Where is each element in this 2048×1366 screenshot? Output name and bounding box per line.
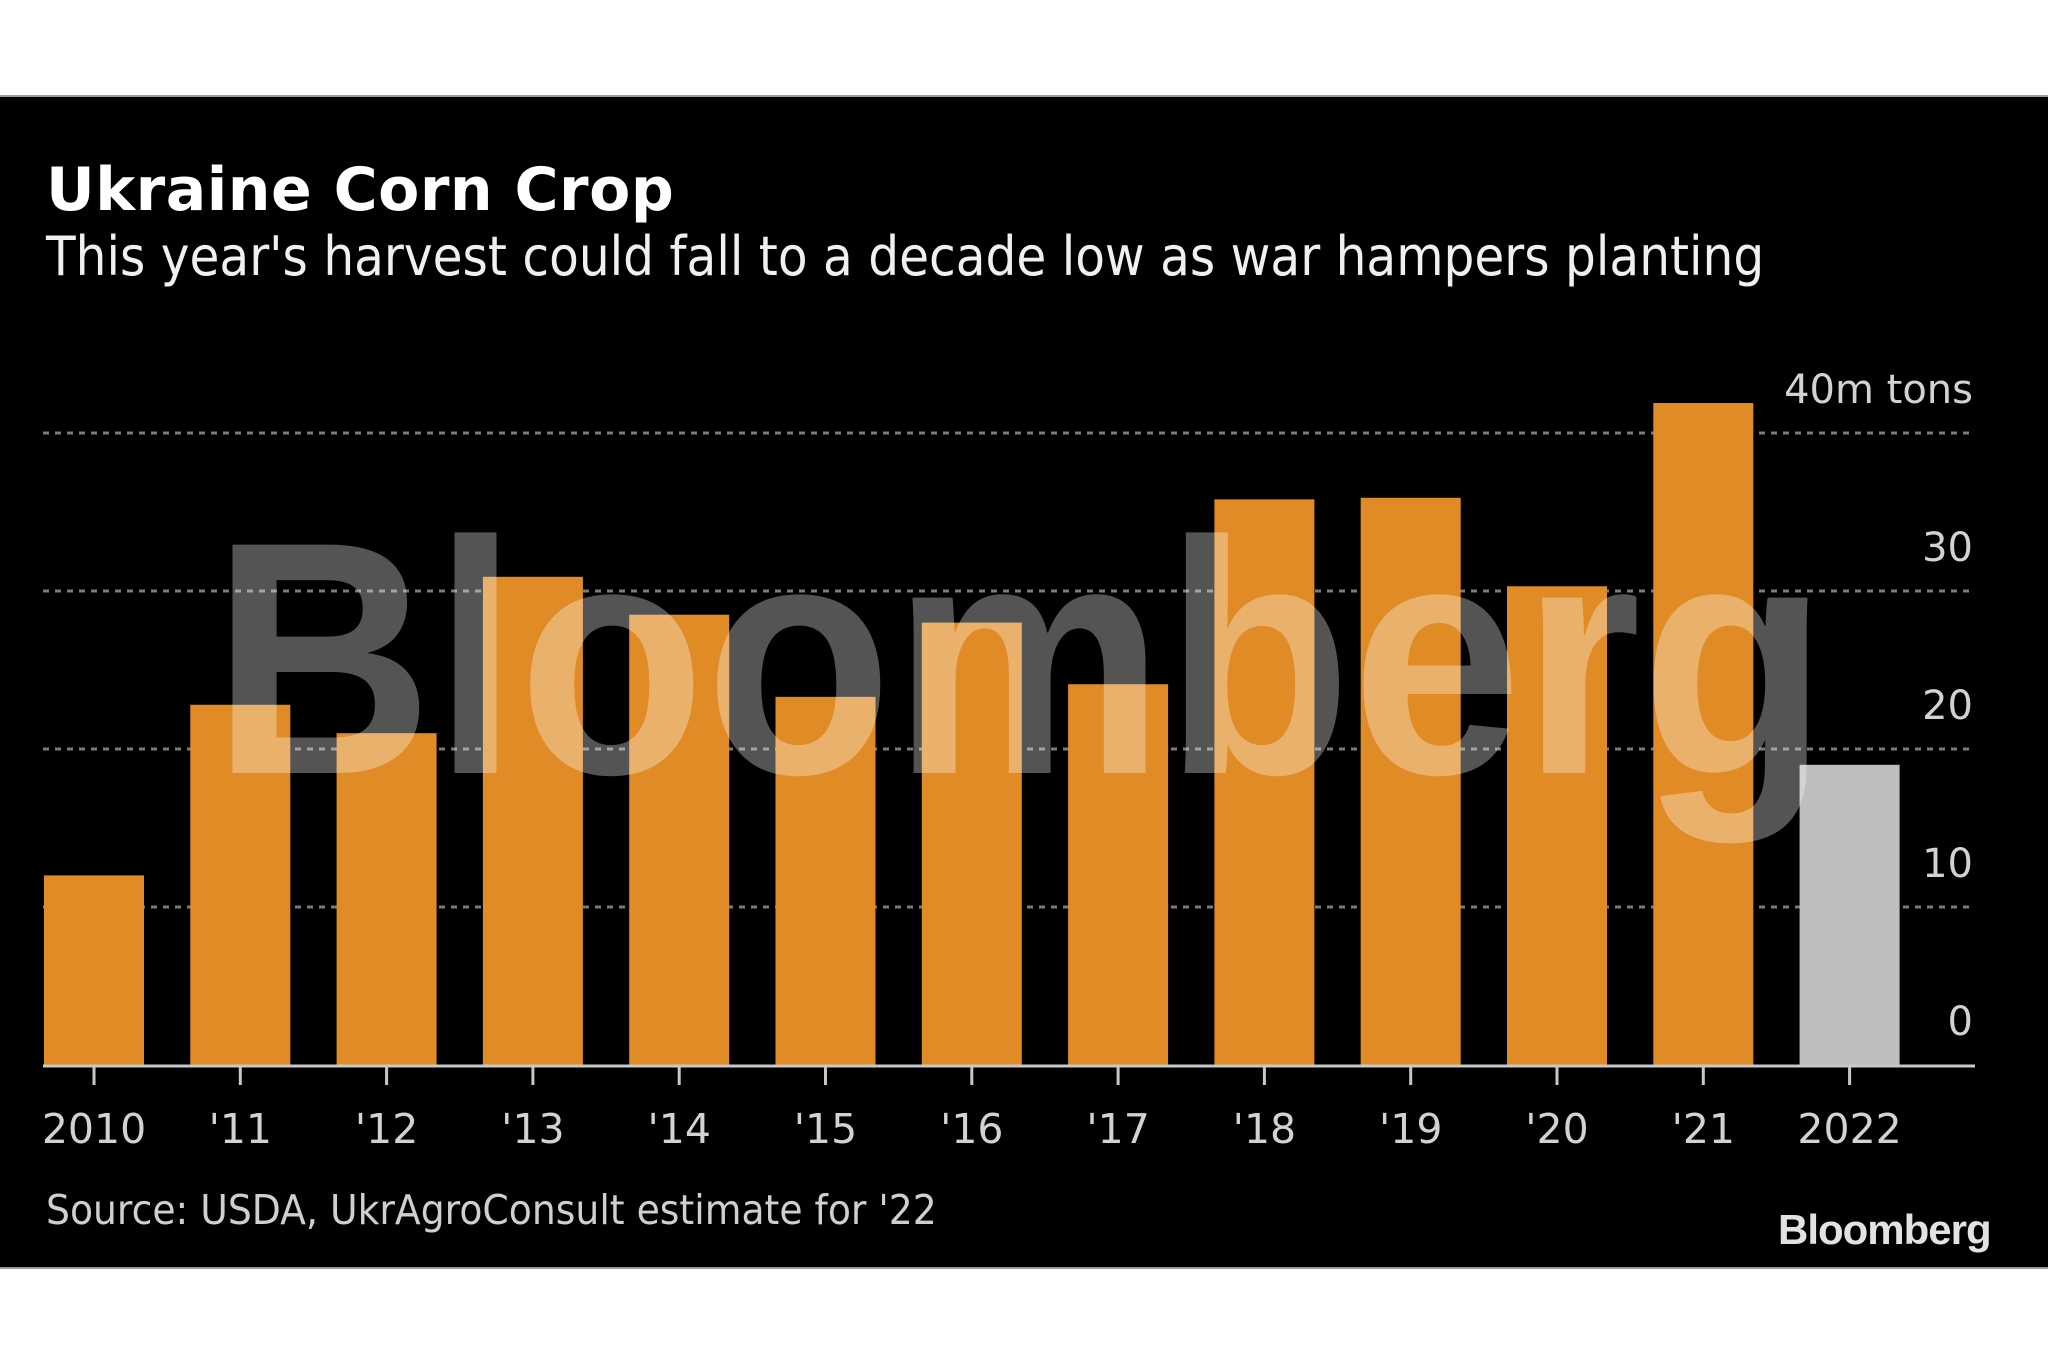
watermark: Bloomberg	[212, 473, 1828, 846]
y-tick-label: 10	[1922, 841, 1973, 887]
bar	[44, 875, 144, 1065]
x-tick-label: '16	[940, 1105, 1003, 1153]
bar	[190, 704, 291, 1065]
bar	[921, 622, 1022, 1065]
x-tick-label: '18	[1233, 1105, 1296, 1153]
bloomberg-watermark: Bloomberg	[212, 473, 1828, 846]
x-tick-label: 2010	[42, 1105, 146, 1153]
y-tick-label: 0	[1948, 999, 1973, 1045]
x-axis	[43, 1064, 1975, 1085]
x-tick-label: '19	[1379, 1105, 1442, 1153]
chart-title: Ukraine Corn Crop	[46, 155, 675, 225]
x-tick-label: '15	[794, 1105, 857, 1153]
bar	[1653, 402, 1754, 1066]
bar	[775, 696, 876, 1065]
x-axis-labels: 2010 '11 '12 '13 '14 '15 '16 '17 '18 '19 '20 '21 202…	[42, 1105, 1902, 1153]
chart-subtitle: This year's harvest could fall to a deca…	[46, 225, 1765, 288]
x-tick-label: '14	[647, 1105, 710, 1153]
y-tick-label: 30	[1922, 525, 1973, 571]
source-note: Source: USDA, UkrAgroConsult estimate fo…	[46, 1186, 937, 1234]
x-tick-label: 2022	[1797, 1105, 1901, 1153]
x-tick-label: '12	[355, 1105, 418, 1153]
x-tick-label: '17	[1086, 1105, 1149, 1153]
y-axis-labels: 0 10 20 30 40m tons	[1784, 367, 1973, 1045]
bloomberg-logo: Bloomberg	[1778, 1206, 1992, 1253]
y-tick-label: 40m tons	[1784, 367, 1973, 413]
bar	[1360, 497, 1461, 1065]
bar-estimate	[1799, 764, 1900, 1065]
x-tick-label: '21	[1672, 1105, 1735, 1153]
bars	[44, 402, 1900, 1066]
y-tick-label: 20	[1922, 683, 1973, 729]
bar	[1507, 586, 1607, 1065]
bar	[482, 576, 583, 1065]
bar	[336, 733, 437, 1065]
x-tick-label: '20	[1525, 1105, 1588, 1153]
bar	[1214, 499, 1315, 1065]
x-tick-label: '13	[501, 1105, 564, 1153]
bar	[629, 614, 730, 1065]
x-tick-label: '11	[209, 1105, 272, 1153]
bar	[1068, 684, 1169, 1065]
